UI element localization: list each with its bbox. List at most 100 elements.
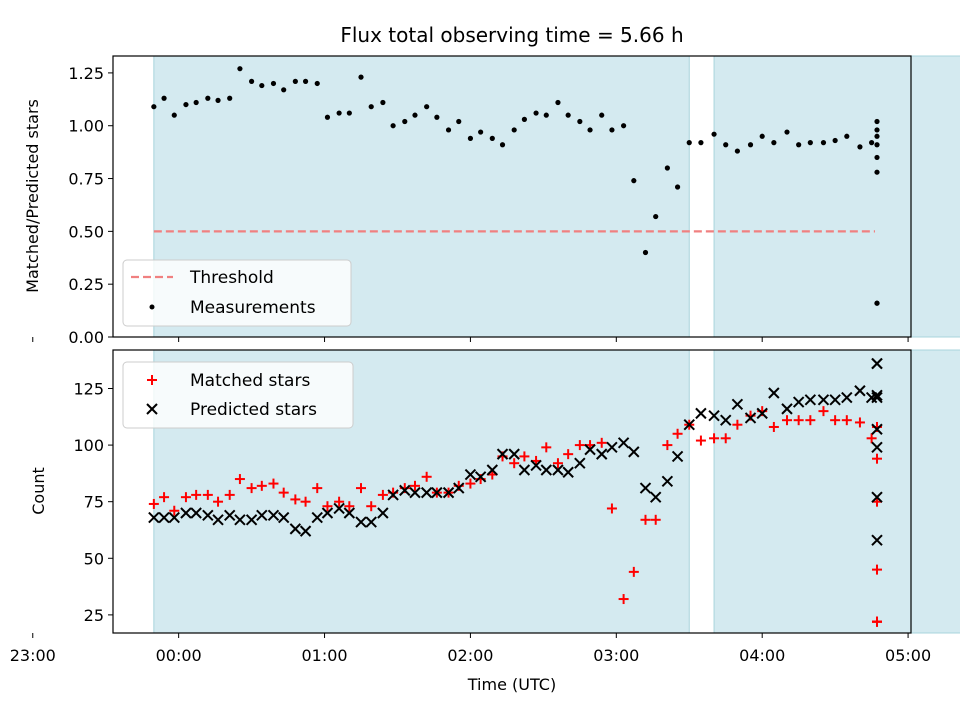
matched-star-point — [805, 415, 816, 426]
matched-star-point — [519, 451, 530, 462]
matched-star-point — [662, 440, 673, 451]
predicted-star-point — [431, 486, 443, 499]
matched-star-point — [866, 433, 877, 444]
matched-star-point — [234, 474, 245, 485]
top-y-tick-label: 1.00 — [68, 117, 104, 136]
measurement-point — [489, 135, 495, 141]
matched-star-point — [768, 421, 779, 432]
predicted-star-point — [518, 464, 531, 476]
matched-star-point — [818, 406, 829, 417]
measurement-point — [358, 74, 364, 80]
x-axis-label: Time (UTC) — [467, 675, 556, 694]
measurement-point — [467, 135, 474, 141]
matched-star-point — [872, 616, 882, 627]
predicted-star-point — [333, 502, 345, 515]
predicted-star-point — [639, 482, 652, 494]
matched-star-point — [334, 496, 345, 507]
matched-star-point — [872, 453, 882, 464]
bottom-axes-frame — [112, 349, 912, 634]
predicted-star-point — [343, 507, 356, 519]
measurement-point — [631, 178, 637, 184]
measurement-point — [445, 127, 452, 133]
matched-star-point — [841, 415, 852, 426]
matched-star-point — [465, 478, 476, 489]
measurement-point — [874, 154, 880, 161]
matched-star-point — [732, 419, 743, 430]
predicted-star-point — [731, 398, 744, 411]
predicted-star-point — [871, 441, 883, 454]
top-legend-box — [122, 259, 352, 327]
legend-measurements-swatch — [149, 304, 155, 310]
matched-star-point — [256, 480, 267, 491]
matched-star-point — [356, 483, 367, 494]
measurement-point — [747, 142, 754, 148]
matched-star-point — [640, 514, 651, 525]
predicted-star-point — [420, 486, 433, 499]
bottom-y-axis-label: Count — [29, 467, 48, 515]
matched-star-point — [148, 498, 159, 509]
predicted-star-point — [744, 412, 757, 424]
measurement-point — [609, 127, 615, 133]
predicted-star-point — [871, 534, 883, 546]
matched-star-point — [180, 492, 191, 503]
measurement-point — [161, 95, 167, 101]
measurement-point — [784, 129, 790, 135]
x-tick-label: 05:00 — [885, 646, 931, 665]
measurement-point — [698, 140, 704, 146]
legend-threshold-label: Threshold — [189, 268, 274, 288]
predicted-star-point — [399, 484, 411, 497]
top-y-tick-label: 0.75 — [68, 170, 104, 189]
measurement-point — [869, 140, 875, 146]
predicted-star-point — [854, 385, 866, 397]
predicted-star-point — [871, 357, 883, 370]
predicted-star-point — [365, 516, 377, 528]
matched-star-point — [563, 449, 574, 460]
measurement-point — [642, 249, 649, 256]
predicted-star-point — [817, 394, 830, 406]
measurements-points — [151, 66, 880, 306]
measurement-point — [215, 97, 221, 103]
predicted-star-point — [649, 491, 662, 503]
predicted-star-point — [289, 523, 302, 535]
matched-star-point — [312, 483, 323, 494]
measurement-point — [587, 127, 593, 133]
legend-matched-swatch — [147, 375, 157, 385]
predicted-star-point — [617, 437, 630, 449]
measurement-point — [874, 169, 880, 175]
bottom-shaded-region — [713, 349, 960, 634]
matched-star-point — [159, 492, 170, 503]
matched-star-point — [574, 440, 585, 451]
matched-star-point — [672, 428, 683, 439]
matched-star-point — [709, 433, 720, 444]
measurement-point — [621, 123, 627, 129]
legend-predicted-label: Predicted stars — [190, 400, 317, 420]
predicted-star-point — [606, 441, 618, 454]
measurement-point — [193, 99, 199, 106]
measurement-point — [478, 129, 484, 135]
predicted-star-point — [871, 491, 883, 503]
measurement-point — [434, 114, 440, 120]
matched-star-point — [695, 435, 706, 446]
matched-star-point — [202, 489, 213, 500]
predicted-star-point — [453, 482, 465, 494]
measurement-point — [368, 104, 374, 110]
predicted-star-point — [871, 391, 883, 404]
measurement-point — [151, 104, 157, 110]
predicted-star-point — [148, 511, 160, 524]
measurement-point — [857, 144, 863, 150]
predicted-star-point — [530, 459, 542, 472]
bottom-legend-box — [122, 361, 354, 429]
measurement-point — [543, 112, 549, 118]
predicted-star-point — [841, 391, 853, 404]
measurement-point — [820, 140, 827, 146]
measurement-point — [424, 104, 430, 110]
predicted-star-point — [671, 450, 684, 463]
measurement-point — [723, 142, 729, 148]
predicted-star-point — [486, 464, 499, 476]
predicted-star-point — [190, 507, 202, 519]
measurement-point — [314, 80, 320, 87]
matched-star-point — [781, 415, 792, 426]
top-y-axis-label: Matched/Predicted stars — [23, 99, 42, 293]
predicted-star-point — [387, 489, 399, 501]
